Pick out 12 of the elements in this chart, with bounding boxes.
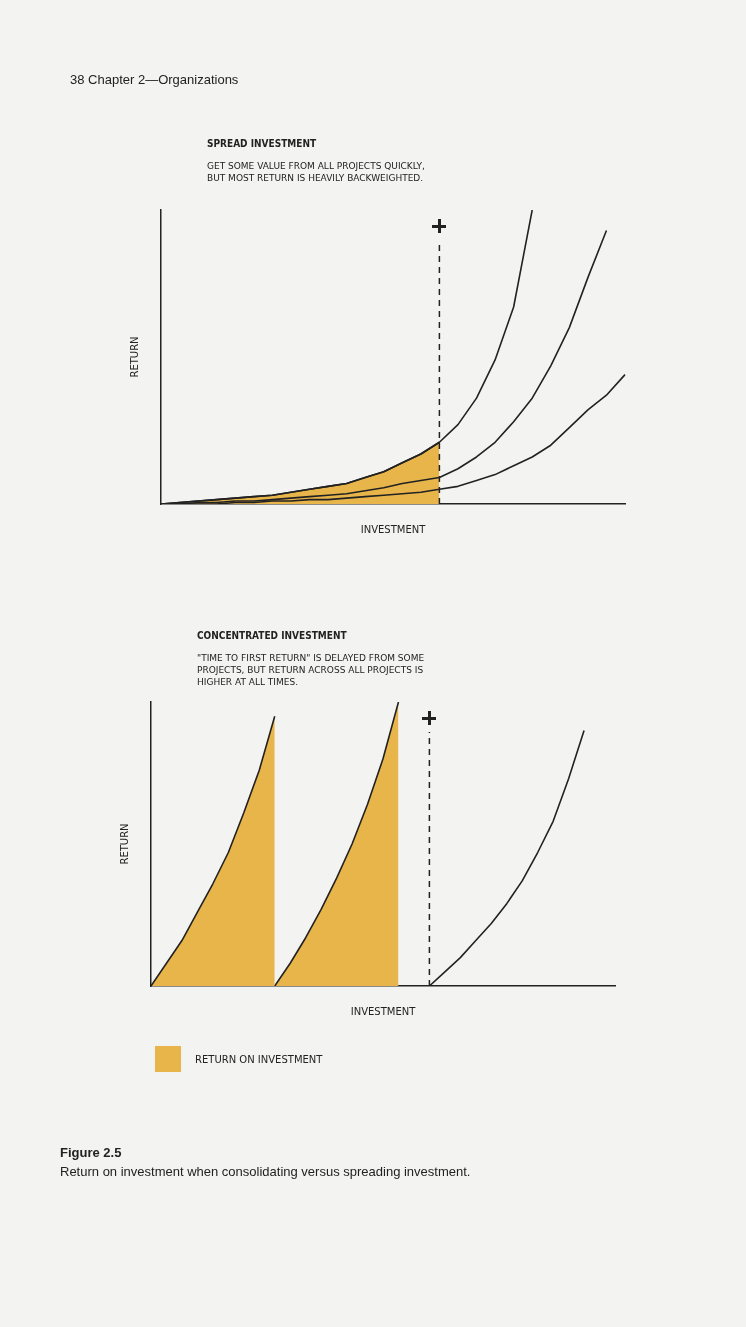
- y-axis-title: RETURN: [118, 823, 130, 865]
- chart-subtitle: GET SOME VALUE FROM ALL PROJECTS QUICKLY, BUT MOST RETURN IS HEAVILY BACKWEIGHTED.: [207, 160, 426, 184]
- text: 38 Chapter 2—Organizations: [70, 72, 239, 87]
- text: RETURN ON INVESTMENT: [195, 1053, 323, 1065]
- y-axis-title: RETURN: [128, 336, 140, 378]
- x-axis-title: INVESTMENT: [360, 523, 427, 535]
- chart-subtitle: "TIME TO FIRST RETURN" IS DELAYED FROM SOME PROJECTS, BUT RETURN ACROSS ALL PROJECTS IS HIGHER AT ALL TIMES.: [197, 652, 426, 688]
- caption: Figure 2.5: [60, 1145, 122, 1160]
- text: Return on investment when consolidating versus spreading investment.: [60, 1164, 471, 1179]
- chart-title: CONCENTRATED INVESTMENT: [197, 630, 347, 641]
- x-axis-title: INVESTMENT: [350, 1005, 417, 1017]
- chart-title: SPREAD INVESTMENT: [207, 138, 317, 149]
